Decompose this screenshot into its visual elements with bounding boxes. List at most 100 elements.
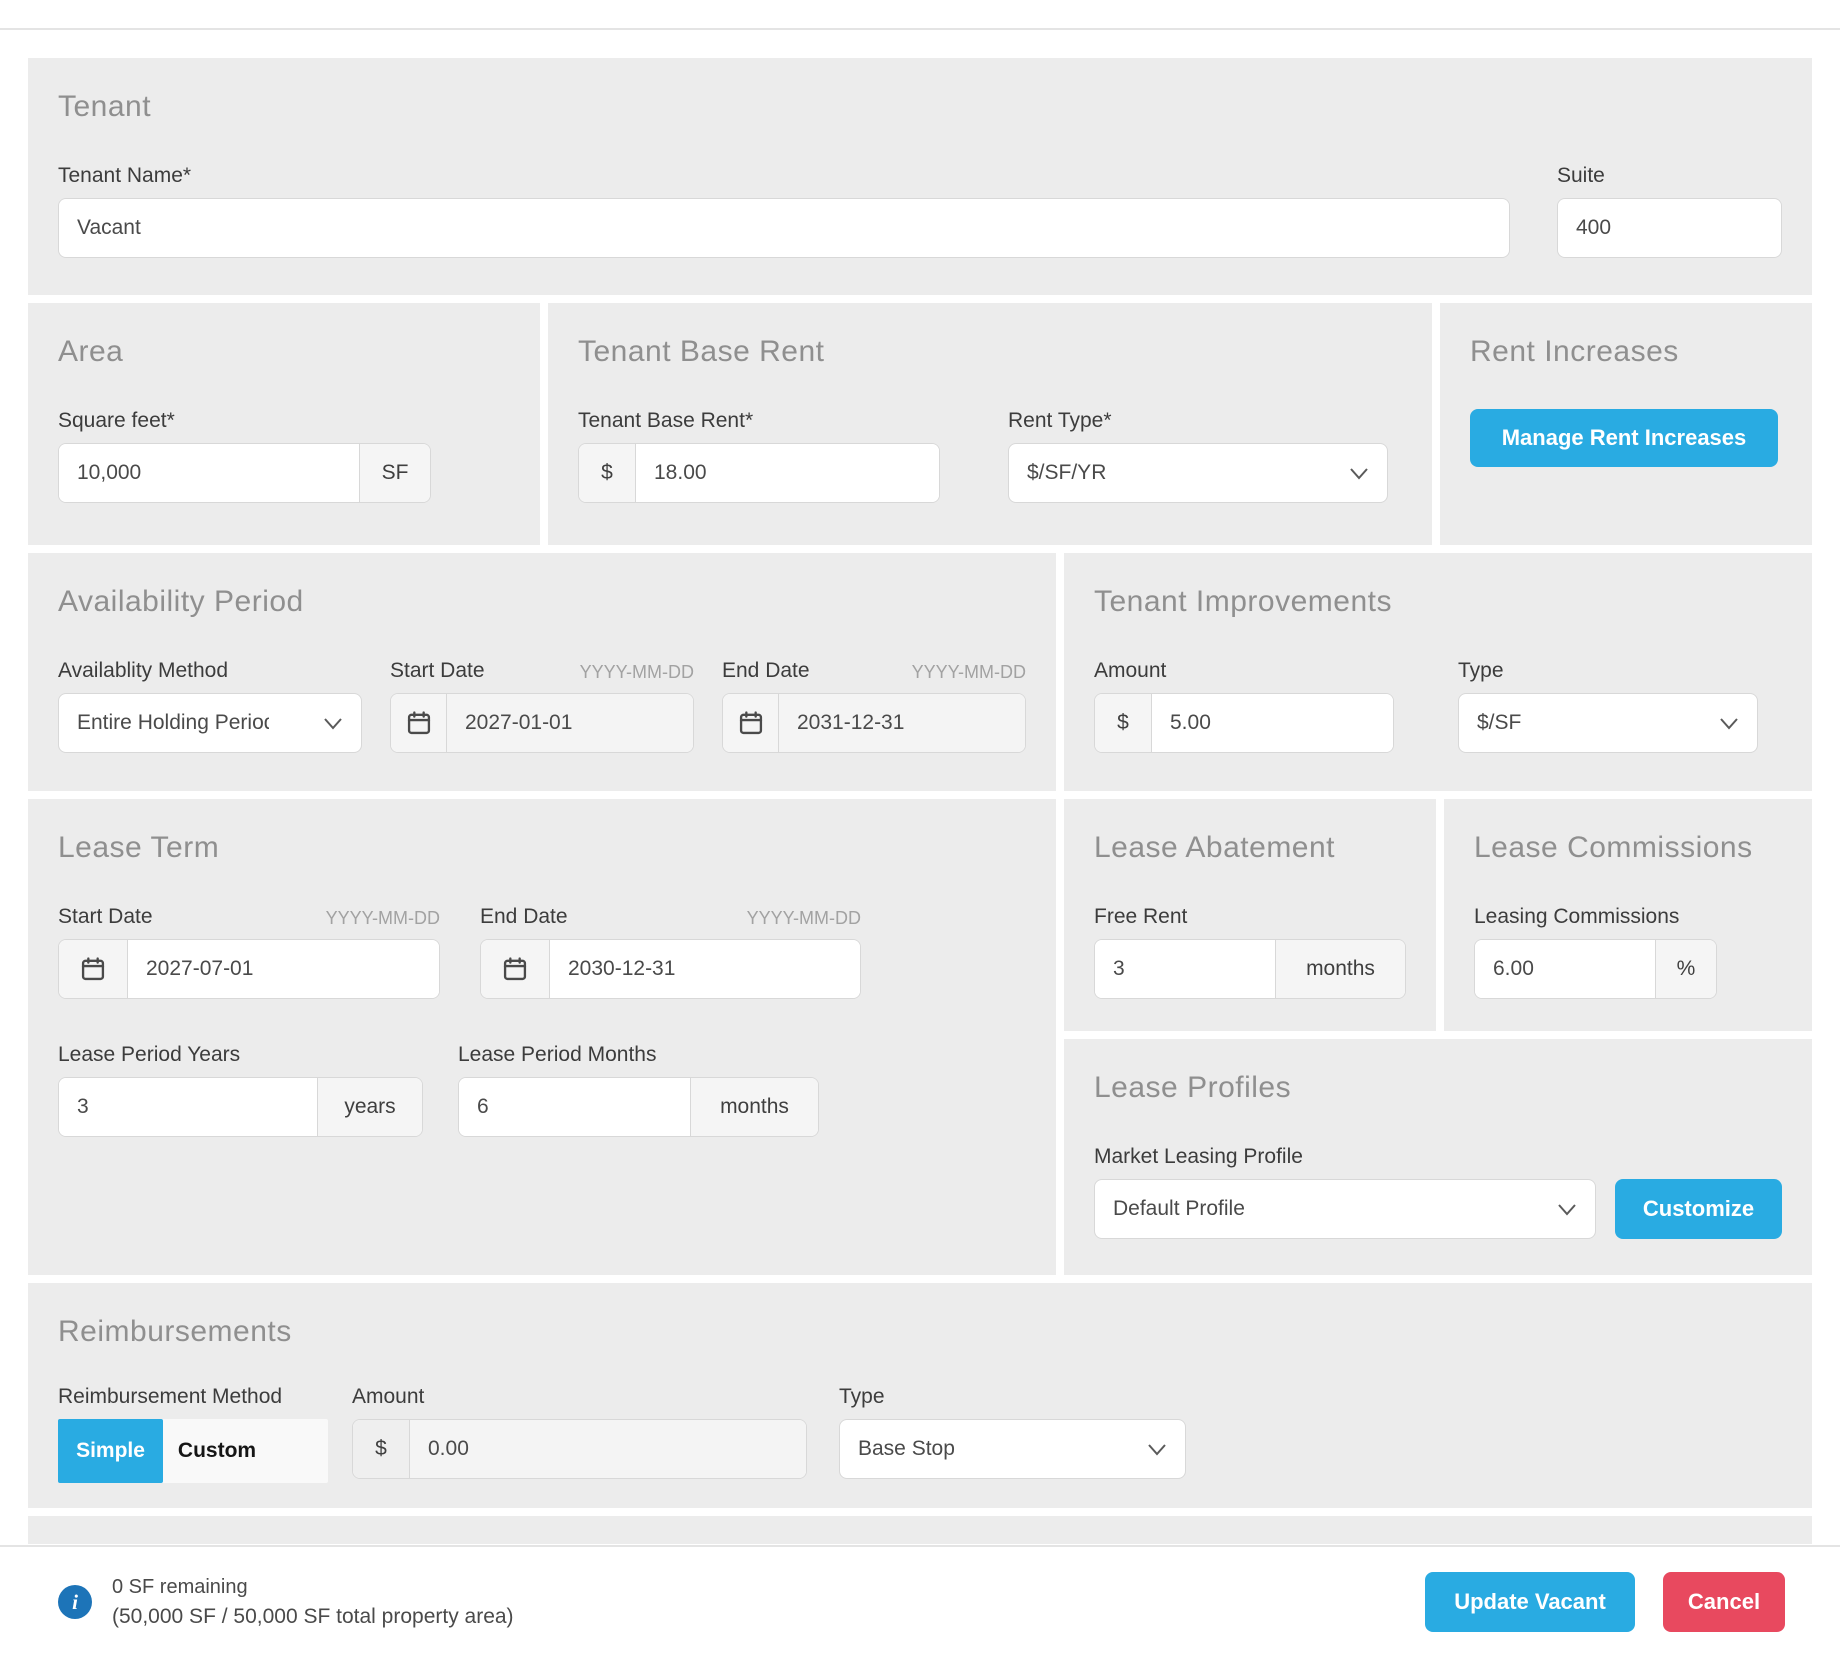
improvements-heading: Tenant Improvements	[1094, 585, 1392, 618]
tenant-name-group	[58, 198, 1510, 258]
reimbursement-amount-input[interactable]	[410, 1420, 806, 1478]
free-rent-group: months	[1094, 939, 1406, 999]
availability-end-format-hint: YYYY-MM-DD	[911, 662, 1026, 682]
reimbursement-type-label: Type	[839, 1385, 885, 1408]
lease-form: Tenant Tenant Name* Suite Area Square fe…	[28, 58, 1812, 1508]
tenant-name-input[interactable]	[59, 199, 1509, 257]
chevron-down-icon	[1350, 467, 1368, 480]
lease-end-format-hint: YYYY-MM-DD	[746, 908, 861, 928]
tenant-heading: Tenant	[58, 90, 152, 123]
square-feet-input[interactable]	[59, 444, 359, 502]
availability-method-value: Entire Holding Period	[77, 711, 269, 734]
lease-profiles-section: Lease Profiles Market Leasing Profile De…	[1064, 1039, 1812, 1275]
rent-increases-heading: Rent Increases	[1470, 335, 1679, 368]
availability-method-select[interactable]: Entire Holding Period	[58, 693, 362, 753]
leasing-commissions-group: %	[1474, 939, 1717, 999]
base-rent-label: Tenant Base Rent*	[578, 409, 754, 432]
lease-start-label: Start Date	[58, 905, 153, 928]
market-leasing-profile-select[interactable]: Default Profile	[1094, 1179, 1596, 1239]
reimbursement-amount-group: $	[352, 1419, 807, 1479]
lease-end-group	[480, 939, 861, 999]
area-heading: Area	[58, 335, 124, 368]
suite-group	[1557, 198, 1782, 258]
improvements-amount-group: $	[1094, 693, 1394, 753]
base-rent-input[interactable]	[636, 444, 939, 502]
square-feet-label: Square feet*	[58, 409, 175, 432]
chevron-down-icon	[1148, 1443, 1166, 1456]
availability-start-input[interactable]	[447, 694, 693, 752]
abatement-heading: Lease Abatement	[1094, 831, 1336, 864]
improvements-amount-label: Amount	[1094, 659, 1167, 682]
rent-increases-section: Rent Increases Manage Rent Increases	[1440, 303, 1812, 545]
reimbursements-section: Reimbursements Reimbursement Method Simp…	[28, 1283, 1812, 1508]
reimbursement-type-value: Base Stop	[858, 1437, 955, 1460]
improvements-amount-input[interactable]	[1152, 694, 1393, 752]
suite-input[interactable]	[1558, 199, 1781, 257]
lease-period-months-group: months	[458, 1077, 819, 1137]
free-rent-label: Free Rent	[1094, 905, 1188, 928]
calendar-icon[interactable]	[481, 940, 550, 998]
free-rent-unit: months	[1275, 940, 1405, 998]
reimbursement-amount-label: Amount	[352, 1385, 425, 1408]
lease-end-input[interactable]	[550, 940, 860, 998]
rent-type-select[interactable]: $/SF/YR	[1008, 443, 1388, 503]
tenant-improvements-section: Tenant Improvements Amount $ Type $/SF	[1064, 553, 1812, 791]
manage-rent-increases-button[interactable]: Manage Rent Increases	[1470, 409, 1778, 467]
base-rent-heading: Tenant Base Rent	[578, 335, 825, 368]
partial-section-strip	[28, 1516, 1812, 1544]
calendar-icon[interactable]	[391, 694, 447, 752]
area-section: Area Square feet* SF	[28, 303, 540, 545]
tenant-name-label: Tenant Name*	[58, 164, 192, 187]
free-rent-input[interactable]	[1095, 940, 1275, 998]
simple-toggle-button[interactable]: Simple	[58, 1419, 163, 1483]
lease-abatement-section: Lease Abatement Free Rent months	[1064, 799, 1436, 1031]
reimbursements-heading: Reimbursements	[58, 1315, 292, 1348]
calendar-icon[interactable]	[723, 694, 779, 752]
lease-period-years-input[interactable]	[59, 1078, 317, 1136]
calendar-icon[interactable]	[59, 940, 128, 998]
availability-heading: Availability Period	[58, 585, 304, 618]
footer-bar: i 0 SF remaining (50,000 SF / 50,000 SF …	[0, 1545, 1840, 1657]
custom-toggle-button[interactable]: Custom	[163, 1419, 271, 1483]
chevron-down-icon	[324, 717, 342, 730]
info-icon: i	[58, 1585, 92, 1619]
reimbursement-type-select[interactable]: Base Stop	[839, 1419, 1186, 1479]
chevron-down-icon	[1558, 1203, 1576, 1216]
lease-period-months-label: Lease Period Months	[458, 1043, 657, 1066]
chevron-down-icon	[1720, 717, 1738, 730]
improvements-type-value: $/SF	[1477, 711, 1522, 734]
tenant-base-rent-section: Tenant Base Rent Tenant Base Rent* $ Ren…	[548, 303, 1432, 545]
lease-period-months-input[interactable]	[459, 1078, 690, 1136]
square-feet-group: SF	[58, 443, 431, 503]
lease-start-format-hint: YYYY-MM-DD	[325, 908, 440, 928]
availability-end-input[interactable]	[779, 694, 1025, 752]
lease-period-years-group: years	[58, 1077, 423, 1137]
cancel-button[interactable]: Cancel	[1663, 1572, 1785, 1632]
profiles-heading: Lease Profiles	[1094, 1071, 1292, 1104]
dollar-sign-addon: $	[353, 1420, 410, 1478]
months-unit: months	[690, 1078, 818, 1136]
lease-end-label: End Date	[480, 905, 568, 928]
rent-type-label: Rent Type*	[1008, 409, 1112, 432]
lease-period-years-label: Lease Period Years	[58, 1043, 241, 1066]
leasing-commissions-input[interactable]	[1475, 940, 1655, 998]
years-unit: years	[317, 1078, 422, 1136]
reimbursement-method-toggle: Simple Custom	[58, 1419, 328, 1483]
lease-start-input[interactable]	[128, 940, 439, 998]
customize-button[interactable]: Customize	[1615, 1179, 1782, 1239]
commissions-heading: Lease Commissions	[1474, 831, 1753, 864]
availability-start-group	[390, 693, 694, 753]
rent-type-value: $/SF/YR	[1027, 461, 1107, 484]
availability-end-label: End Date	[722, 659, 810, 682]
update-vacant-button[interactable]: Update Vacant	[1425, 1572, 1635, 1632]
lease-commissions-section: Lease Commissions Leasing Commissions %	[1444, 799, 1812, 1031]
improvements-type-select[interactable]: $/SF	[1458, 693, 1758, 753]
availability-period-section: Availability Period Availablity Method E…	[28, 553, 1056, 791]
lease-term-section: Lease Term Start Date YYYY-MM-DD	[28, 799, 1056, 1275]
dollar-sign-addon: $	[1095, 694, 1152, 752]
leasing-commissions-label: Leasing Commissions	[1474, 905, 1680, 928]
total-property-area-text: (50,000 SF / 50,000 SF total property ar…	[112, 1604, 514, 1628]
market-leasing-profile-value: Default Profile	[1113, 1197, 1245, 1220]
suite-label: Suite	[1557, 164, 1605, 187]
sf-remaining-text: 0 SF remaining	[112, 1575, 248, 1598]
